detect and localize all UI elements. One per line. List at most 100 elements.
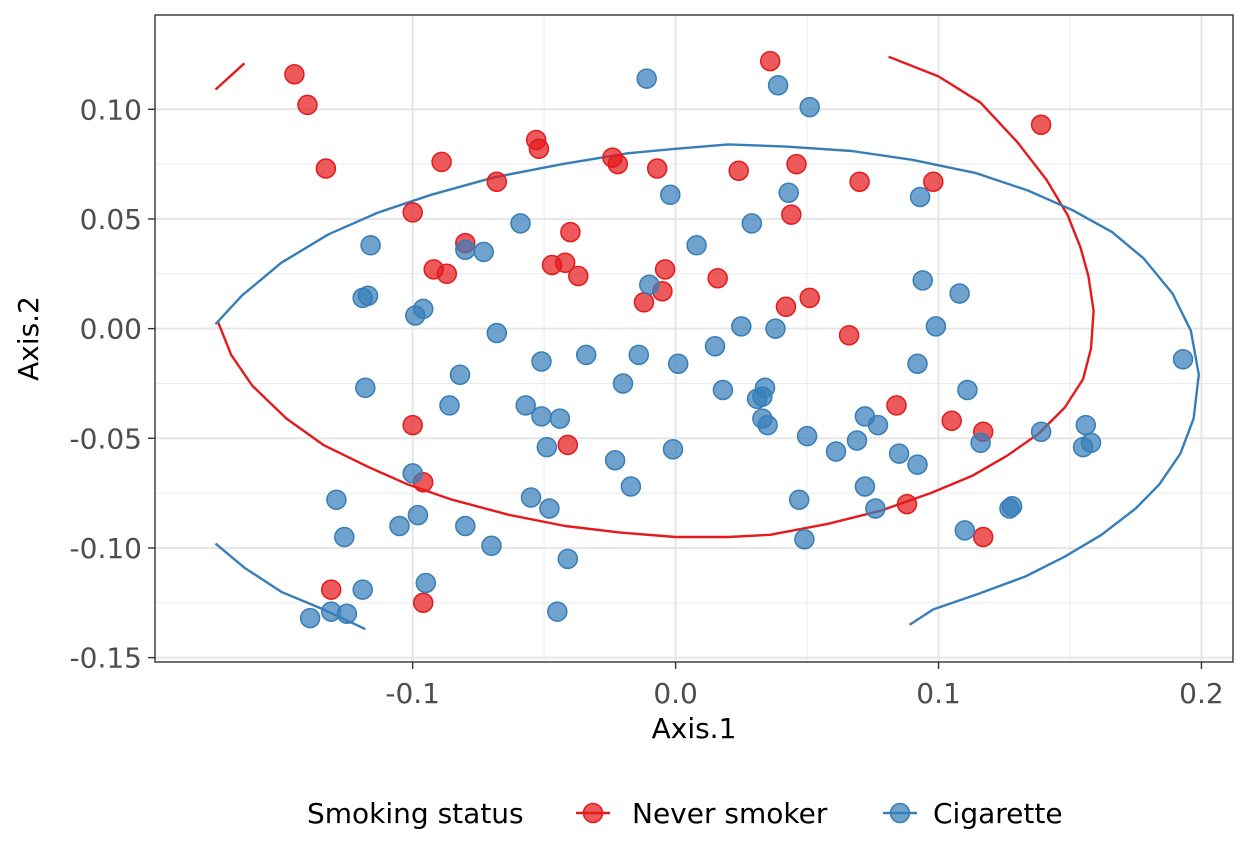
point-cigarette	[628, 344, 650, 366]
point-cigarette	[455, 515, 476, 537]
point-cigarette	[360, 235, 381, 256]
point-cigarette	[667, 353, 689, 374]
point-cigarette	[949, 283, 970, 304]
point-cigarette	[389, 515, 410, 537]
point-never-smoker	[486, 171, 508, 192]
point-never-smoker	[923, 171, 944, 192]
point-never-smoker	[284, 63, 305, 85]
point-never-smoker	[849, 171, 870, 192]
point-cigarette	[604, 449, 626, 471]
point-never-smoker	[886, 395, 907, 416]
point-cigarette	[912, 270, 933, 291]
point-cigarette	[788, 489, 810, 510]
point-cigarette	[712, 379, 734, 401]
point-cigarette	[510, 213, 531, 234]
point-cigarette	[686, 235, 707, 256]
point-cigarette	[334, 526, 355, 548]
point-never-smoker	[431, 151, 452, 173]
point-cigarette	[549, 408, 571, 429]
point-cigarette	[639, 274, 660, 296]
minor-gridlines	[155, 15, 1233, 662]
point-never-smoker	[607, 153, 629, 175]
point-cigarette	[415, 572, 437, 594]
legend-key-cigarette	[883, 802, 917, 824]
legend-label: Cigarette	[933, 797, 1063, 830]
point-cigarette	[412, 298, 434, 320]
point-cigarette	[326, 489, 347, 510]
point-cigarette	[1030, 421, 1052, 442]
y-tick-label: -0.10	[70, 532, 142, 565]
point-never-smoker	[775, 296, 797, 317]
point-cigarette	[957, 379, 978, 401]
point-cigarette	[662, 439, 684, 460]
point-cigarette	[575, 344, 597, 366]
point-never-smoker	[654, 259, 676, 280]
point-never-smoker	[557, 434, 579, 456]
point-cigarette	[731, 316, 752, 337]
point-never-smoker	[436, 263, 458, 285]
point-cigarette	[299, 607, 321, 629]
x-axis-title: Axis.1	[652, 712, 737, 745]
point-never-smoker	[781, 204, 802, 225]
point-never-smoker	[759, 50, 781, 72]
point-cigarette	[407, 504, 429, 526]
point-never-smoker	[972, 526, 994, 548]
x-tick-label: -0.1	[385, 677, 440, 710]
point-cigarette	[357, 285, 379, 306]
point-never-smoker	[315, 158, 337, 179]
point-cigarette	[620, 476, 642, 497]
point-cigarette	[757, 414, 778, 436]
point-cigarette	[888, 443, 910, 464]
point-never-smoker	[941, 410, 962, 431]
y-axis-title: Axis.2	[12, 296, 45, 381]
point-cigarette	[767, 74, 789, 96]
panel-border	[154, 14, 1234, 663]
y-tick-label: 0.10	[80, 93, 142, 126]
point-never-smoker	[896, 493, 918, 515]
major-gridlines	[155, 15, 1233, 662]
data-points	[284, 50, 1194, 629]
point-never-smoker	[402, 202, 423, 223]
point-never-smoker	[528, 138, 550, 160]
point-cigarette	[907, 353, 928, 374]
point-cigarette	[778, 182, 799, 203]
x-axis-ticks: -0.1 0.0 0.1 0.2	[385, 662, 1224, 710]
point-cigarette	[402, 463, 423, 484]
point-cigarette	[846, 430, 868, 451]
y-tick-label: -0.15	[70, 642, 142, 675]
point-cigarette	[1001, 496, 1023, 517]
point-cigarette	[486, 322, 508, 344]
point-cigarette	[854, 476, 876, 497]
point-cigarette	[1075, 414, 1097, 436]
point-cigarette	[515, 395, 536, 416]
point-cigarette	[909, 186, 931, 208]
legend-point	[582, 802, 604, 824]
ellipse-cigarette	[214, 143, 1201, 626]
point-cigarette	[825, 441, 847, 462]
point-cigarette	[473, 241, 494, 263]
y-tick-label: -0.05	[70, 422, 142, 455]
point-cigarette	[636, 68, 657, 89]
point-never-smoker	[646, 158, 668, 179]
point-cigarette	[796, 425, 818, 447]
y-tick-label: 0.05	[80, 203, 142, 236]
point-cigarette	[612, 373, 634, 394]
point-cigarette	[799, 96, 820, 118]
x-tick-label: 0.0	[653, 677, 698, 710]
point-cigarette	[455, 239, 476, 260]
point-cigarette	[520, 487, 542, 508]
point-never-smoker	[560, 221, 581, 243]
legend-point	[889, 802, 911, 824]
point-never-smoker	[402, 414, 423, 436]
point-cigarette	[531, 406, 552, 427]
point-never-smoker	[838, 324, 860, 346]
point-cigarette	[531, 351, 552, 372]
point-cigarette	[352, 579, 373, 600]
point-cigarette	[536, 436, 558, 458]
point-never-smoker	[568, 265, 589, 287]
point-never-smoker	[786, 153, 807, 175]
point-never-smoker	[728, 160, 749, 181]
legend-title: Smoking status	[307, 797, 524, 830]
y-tick-label: 0.00	[80, 313, 142, 346]
